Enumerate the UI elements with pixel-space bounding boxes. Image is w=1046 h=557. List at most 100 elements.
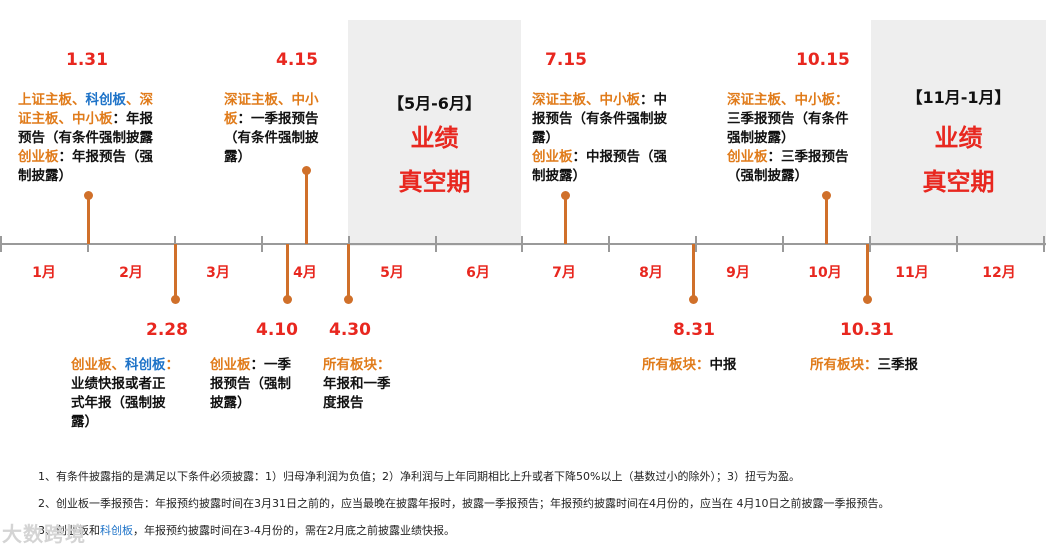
month-label: 7月 (552, 265, 576, 281)
footnote-3: 3、创业板和科创板，年报预约披露时间在3-4月份的，需在2月底之前披露业绩快报。 (38, 522, 455, 538)
event-dot (84, 191, 93, 200)
event-detail: 年报和一季 (323, 376, 391, 392)
vacuum-title-line1: 业绩 (934, 124, 983, 152)
event-dot (689, 295, 698, 304)
event-detail: 预告（有条件强制披露 (18, 130, 153, 146)
event-date-0415: 4.15 (276, 50, 318, 70)
month-label: 6月 (466, 265, 490, 281)
event-detail: 露） (532, 130, 559, 146)
separator: 、 (58, 111, 73, 127)
board-label: 中小板 (72, 111, 113, 127)
event-dot (863, 295, 872, 304)
board-label: 深证主板 (532, 92, 586, 108)
event-detail: 三季报预告（有条件 (727, 111, 849, 127)
event-detail: 制披露） (532, 168, 586, 184)
board-label: 证主板 (18, 111, 59, 127)
separator: ： (864, 357, 878, 373)
event-dot (283, 295, 292, 304)
event-stem (347, 244, 350, 298)
event-detail: （强制披露） (727, 168, 808, 184)
event-desc-0410: 创业板：一季 报预告（强制 披露） (210, 356, 320, 413)
event-stem (87, 195, 90, 244)
board-label: 创业板 (18, 149, 59, 165)
event-desc-0715: 深证主板、中小板：中 报预告（有条件强制披 露） 创业板：中报预告（强 制披露） (532, 91, 697, 186)
event-dot (822, 191, 831, 200)
event-date-0715: 7.15 (545, 50, 587, 70)
event-desc-0831: 所有板块：中报 (642, 356, 772, 375)
separator: ： (377, 357, 391, 373)
separator: 、 (278, 92, 292, 108)
axis-tick (782, 236, 784, 252)
watermark: 大数跨境 (2, 522, 86, 546)
board-label: 深证主板 (727, 92, 781, 108)
event-stem (692, 244, 695, 298)
month-label: 4月 (293, 265, 317, 281)
footnote-2: 2、创业板一季报预告：年报预约披露时间在3月31日之前的，应当最晚在披露年报时，… (38, 497, 890, 510)
event-detail: 式年报（强制披 (71, 395, 166, 411)
separator: ： (835, 92, 849, 108)
event-detail: 披露） (210, 395, 251, 411)
footnote-3-text: ，年报预约披露时间在3-4月份的，需在2月底之前披露业绩快报。 (133, 524, 455, 537)
event-detail: 度报告 (323, 395, 364, 411)
event-detail: 三季报 (877, 357, 919, 373)
separator: 、 (111, 357, 126, 373)
event-dot (171, 295, 180, 304)
axis-tick (521, 236, 523, 252)
event-stem (286, 244, 289, 298)
event-date-0131: 1.31 (66, 50, 108, 70)
month-label: 1月 (32, 265, 56, 281)
vacuum-shade-nov-jan (871, 20, 1046, 246)
month-label: 11月 (895, 265, 929, 281)
axis-tick (608, 236, 610, 252)
event-detail: 业绩快报或者正 (71, 376, 166, 392)
event-desc-1031: 所有板块：三季报 (810, 356, 950, 375)
board-label: 中小板 (599, 92, 641, 108)
board-label: 中小板 (794, 92, 836, 108)
month-label: 12月 (982, 265, 1016, 281)
event-desc-1015: 深证主板、中小板： 三季报预告（有条件 强制披露） 创业板：三季报预告 （强制披… (727, 91, 872, 186)
separator: ： (696, 357, 710, 373)
separator: ： (165, 357, 180, 373)
vacuum-range-label: 【11月-1月】 (906, 88, 1011, 107)
event-detail: 制披露） (18, 168, 72, 184)
vacuum-title-line2: 真空期 (398, 168, 471, 196)
vacuum-title-line1: 业绩 (410, 124, 459, 152)
event-date-0831: 8.31 (673, 320, 715, 340)
vacuum-title-line2: 真空期 (922, 168, 995, 196)
axis-tick (869, 236, 871, 252)
event-date-1015: 10.15 (796, 50, 850, 70)
event-detail: （有条件强制披 (224, 130, 319, 146)
board-label: 所有板块 (810, 357, 864, 373)
event-detail: 报预告（有条件强制披 (532, 111, 667, 127)
event-desc-0131: 上证主板、科创板、深 证主板、中小板：年报 预告（有条件强制披露 创业板：年报预… (18, 91, 183, 186)
month-label: 2月 (119, 265, 143, 281)
axis-tick (435, 236, 437, 252)
event-desc-0228: 创业板、科创板： 业绩快报或者正 式年报（强制披 露） (71, 356, 201, 432)
month-label: 10月 (808, 265, 842, 281)
axis-tick (1043, 236, 1045, 252)
board-label: 创业板 (727, 149, 768, 165)
month-label: 3月 (206, 265, 230, 281)
axis-tick (87, 236, 89, 252)
board-label: 所有板块 (642, 357, 696, 373)
board-label: 所有板块 (323, 357, 377, 373)
footnote-1: 1、有条件披露指的是满足以下条件必须披露：1）归母净利润为负值；2）净利润与上年… (38, 470, 800, 483)
month-label: 8月 (639, 265, 663, 281)
event-detail: 强制披露） (727, 130, 795, 146)
axis-tick (0, 236, 2, 252)
event-dot (302, 166, 311, 175)
event-dot (344, 295, 353, 304)
board-label: 创业板 (532, 149, 573, 165)
vacuum-shade-may-jun (348, 20, 521, 246)
footnote-3-board: 科创板 (100, 524, 133, 537)
board-label: 科创板 (125, 357, 166, 373)
footnote-3-prefix: 3、创业板和 (38, 524, 100, 537)
separator: 、 (586, 92, 600, 108)
event-detail: ：三季报预告 (767, 149, 849, 165)
event-stem (564, 195, 567, 244)
separator: 、 (781, 92, 795, 108)
event-detail: ：年报预告（强 (58, 149, 154, 165)
event-date-1031: 10.31 (840, 320, 894, 340)
axis-tick (695, 236, 697, 252)
vacuum-title: 业绩 真空期 (871, 116, 1046, 204)
